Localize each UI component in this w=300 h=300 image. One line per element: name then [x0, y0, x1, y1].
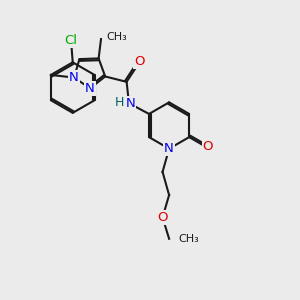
Text: O: O — [157, 211, 168, 224]
Text: Cl: Cl — [65, 34, 78, 47]
Text: N: N — [69, 71, 79, 84]
Text: CH₃: CH₃ — [178, 234, 199, 244]
Text: N: N — [164, 142, 174, 155]
Text: O: O — [134, 55, 145, 68]
Text: O: O — [202, 140, 213, 153]
Text: H: H — [115, 95, 124, 109]
Text: CH₃: CH₃ — [106, 32, 127, 42]
Text: N: N — [125, 97, 135, 110]
Text: N: N — [85, 82, 95, 95]
